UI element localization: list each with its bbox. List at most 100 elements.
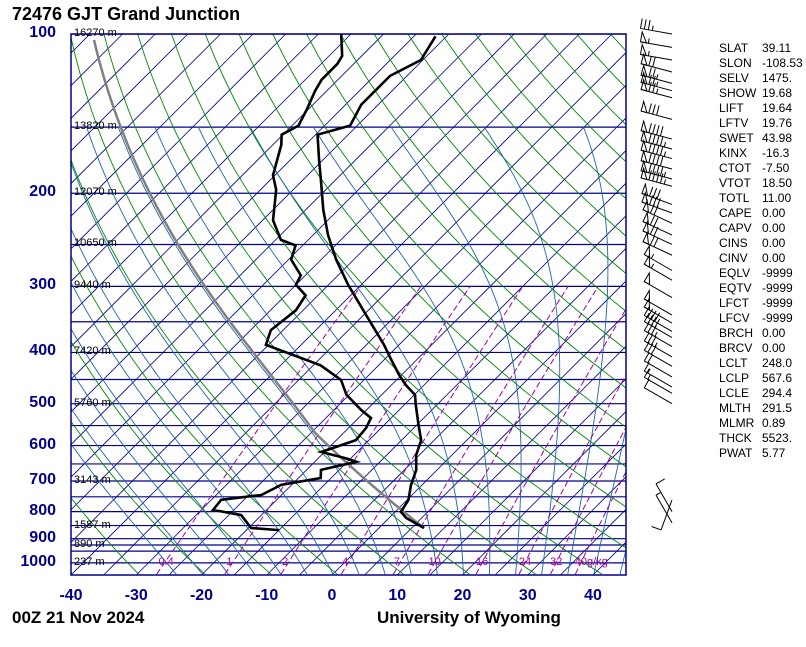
index-value: -9999 xyxy=(762,296,793,310)
barb-half xyxy=(650,253,655,259)
wind-barb xyxy=(640,63,673,84)
dry-adiabat xyxy=(103,34,536,575)
barb-full xyxy=(648,74,652,85)
dry-adiabat xyxy=(71,420,206,575)
index-row: LFCV -9999 xyxy=(719,311,803,326)
barb-full xyxy=(652,171,656,182)
barb-full xyxy=(656,172,660,183)
dry-adiabat xyxy=(272,34,626,428)
index-value: 0.00 xyxy=(762,326,786,340)
mixing-ratio-label: 16 xyxy=(476,556,489,568)
index-name: CAPE xyxy=(719,206,752,220)
barb-full xyxy=(652,143,656,154)
pressure-tick-label: 100 xyxy=(29,24,56,41)
index-row: LCLT 248.0 xyxy=(719,356,803,371)
index-name: LCLP xyxy=(719,371,750,385)
isotherm xyxy=(331,280,626,575)
dry-adiabat xyxy=(71,340,272,575)
barb-full xyxy=(648,133,652,143)
isotherm xyxy=(71,34,613,575)
barb-full xyxy=(656,165,660,175)
barb-staff xyxy=(644,340,673,358)
index-value: -9999 xyxy=(762,281,793,295)
moist-adiabat xyxy=(619,548,626,575)
barb-full xyxy=(659,156,664,167)
barb-full xyxy=(652,164,656,174)
index-row: CTOT -7.50 xyxy=(719,161,803,176)
isotherm xyxy=(429,378,626,575)
moist-adiabat xyxy=(71,407,203,575)
barb-full xyxy=(648,81,652,92)
wind-barbs xyxy=(639,18,673,531)
barb-pennant xyxy=(642,198,650,214)
barb-full xyxy=(656,144,660,155)
barb-full xyxy=(639,18,643,29)
index-value: 39.11 xyxy=(762,41,792,55)
wind-barb xyxy=(643,271,673,298)
wind-barb xyxy=(643,253,673,281)
isotherm xyxy=(71,34,548,511)
index-name: MLTH xyxy=(719,401,751,415)
barb-full xyxy=(648,142,652,153)
barb-full xyxy=(643,312,650,322)
isotherm xyxy=(233,182,626,575)
barb-full xyxy=(652,104,656,115)
barb-pennant xyxy=(640,70,648,85)
index-value: 19.64 xyxy=(762,101,793,115)
barb-full xyxy=(659,173,664,184)
barb-full xyxy=(656,135,660,146)
barb-full xyxy=(650,310,657,320)
mixing-ratio-label: 10 xyxy=(428,556,441,568)
dry-adiabat xyxy=(373,34,626,312)
index-row: LCLE 294.4 xyxy=(719,386,803,401)
barb-full xyxy=(653,237,659,248)
barb-pennant xyxy=(642,230,650,246)
index-row: SHOW 19.68 xyxy=(719,86,803,101)
barb-staff xyxy=(655,483,673,512)
dry-adiabat xyxy=(306,34,626,389)
index-row: SLON -108.53 xyxy=(719,56,803,71)
barb-full xyxy=(648,186,654,197)
barb-half xyxy=(651,25,654,31)
index-row: CINS 0.00 xyxy=(719,236,803,251)
index-value: 0.00 xyxy=(762,251,786,265)
pressure-tick-label: 500 xyxy=(29,393,56,411)
moist-adiabat xyxy=(154,126,412,575)
temperature-line xyxy=(316,35,437,530)
index-row: THCK 5523. xyxy=(719,431,803,446)
wind-barb xyxy=(642,198,673,224)
isotherm xyxy=(0,34,57,575)
index-row: VTOT 18.50 xyxy=(719,176,803,191)
index-name: EQLV xyxy=(719,266,751,280)
moist-adiabat xyxy=(593,426,626,575)
index-value: 291.5 xyxy=(762,401,793,415)
barb-pennant xyxy=(642,220,650,235)
temperature-tick-label: 20 xyxy=(453,587,472,604)
pressure-tick-label: 1000 xyxy=(20,552,56,570)
barb-pennant xyxy=(640,166,648,181)
barb-half xyxy=(656,81,659,87)
wind-barb xyxy=(643,378,673,405)
index-name: EQTV xyxy=(719,281,752,295)
barb-full xyxy=(652,154,656,164)
wind-barb xyxy=(640,119,673,140)
index-row: LFTV 19.76 xyxy=(719,116,803,131)
dry-adiabat xyxy=(339,34,626,350)
index-row: LFCT -9999 xyxy=(719,296,803,311)
barb-full xyxy=(648,195,654,205)
mixing-ratio-line xyxy=(280,286,471,575)
barb-pennant xyxy=(643,296,650,311)
index-value: -108.53 xyxy=(762,56,803,70)
barb-full xyxy=(647,19,651,30)
barb-half xyxy=(655,492,661,496)
mixing-ratio-line xyxy=(340,286,524,575)
barb-staff xyxy=(660,499,673,531)
moist-adiabat xyxy=(71,328,255,575)
barb-staff xyxy=(644,321,673,339)
barb-full xyxy=(653,217,659,227)
moist-adiabat xyxy=(567,126,609,575)
barb-pennant xyxy=(643,271,650,286)
index-name: CTOT xyxy=(719,161,752,175)
index-row: BRCH 0.00 xyxy=(719,326,803,341)
barb-pennant xyxy=(640,63,648,78)
